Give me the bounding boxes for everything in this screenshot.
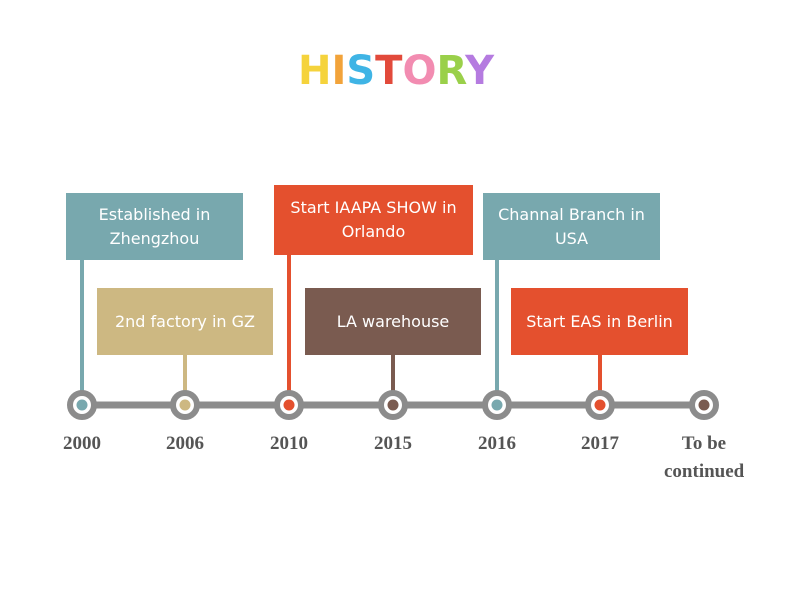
year-label: 2000 [63, 433, 101, 454]
event-box: Established in Zhengzhou [66, 193, 243, 260]
year-label: 2015 [374, 433, 412, 454]
event-box: Channal Branch in USA [483, 193, 660, 260]
year-label: To be continued [664, 433, 745, 482]
year-label: 2016 [478, 433, 516, 454]
year-label: 2006 [166, 433, 204, 454]
node-dot [594, 399, 606, 411]
title: HISTORY [298, 48, 495, 94]
event-box: Start IAAPA SHOW in Orlando [274, 185, 473, 255]
node-dot [76, 399, 88, 411]
node-dot [698, 399, 710, 411]
event-box: 2nd factory in GZ [97, 288, 273, 355]
node-dot [179, 399, 191, 411]
event-box: LA warehouse [305, 288, 481, 355]
year-label: 2017 [581, 433, 619, 454]
event-box: Start EAS in Berlin [511, 288, 688, 355]
year-label: 2010 [270, 433, 308, 454]
node-dot [283, 399, 295, 411]
node-dot [491, 399, 503, 411]
node-dot [387, 399, 399, 411]
